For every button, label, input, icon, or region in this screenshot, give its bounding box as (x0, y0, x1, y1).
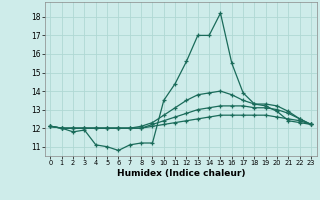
X-axis label: Humidex (Indice chaleur): Humidex (Indice chaleur) (116, 169, 245, 178)
